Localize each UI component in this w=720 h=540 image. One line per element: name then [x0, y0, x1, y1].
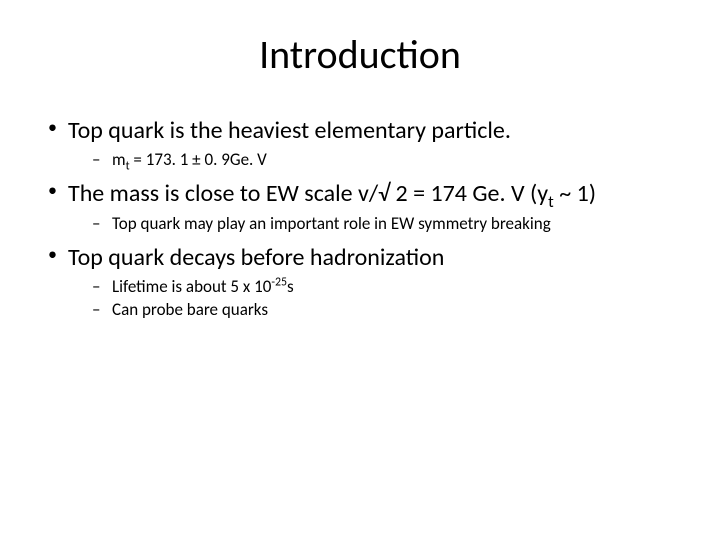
b1s1-post: = 173. 1 ± 0. 9Ge. V	[130, 149, 267, 170]
b3s1-post: s	[287, 276, 294, 297]
b1s1-pre: m	[112, 149, 126, 170]
bullet-1-sublist: mt = 173. 1 ± 0. 9Ge. V	[68, 149, 680, 172]
bullet-item-2: The mass is close to EW scale v/√ 2 = 17…	[40, 178, 680, 235]
bullet-2-sub-1: Top quark may play an important role in …	[92, 213, 680, 236]
slide: Introduction Top quark is the heaviest e…	[0, 0, 720, 540]
bullet-list: Top quark is the heaviest elementary par…	[40, 115, 680, 322]
bullet-1-sub-1: mt = 173. 1 ± 0. 9Ge. V	[92, 149, 680, 172]
slide-title: Introduction	[40, 30, 680, 79]
b2-post: ~ 1)	[554, 179, 596, 208]
b2s1-text: Top quark may play an important role in …	[112, 213, 551, 234]
bullet-item-3: Top quark decays before hadronization Li…	[40, 242, 680, 322]
bullet-3-sub-1: Lifetime is about 5 x 10-25s	[92, 276, 680, 299]
bullet-2-sublist: Top quark may play an important role in …	[68, 213, 680, 236]
b3s1-sup: -25	[271, 275, 287, 289]
bullet-3-sublist: Lifetime is about 5 x 10-25s Can probe b…	[68, 276, 680, 322]
bullet-1-text: Top quark is the heaviest elementary par…	[68, 116, 511, 145]
b3s2-text: Can probe bare quarks	[112, 299, 268, 320]
b3-text: Top quark decays before hadronization	[68, 243, 444, 272]
b2-pre: The mass is close to EW scale v/√ 2 = 17…	[68, 179, 548, 208]
b3s1-pre: Lifetime is about 5 x 10	[112, 276, 271, 297]
bullet-3-sub-2: Can probe bare quarks	[92, 299, 680, 322]
bullet-item-1: Top quark is the heaviest elementary par…	[40, 115, 680, 172]
